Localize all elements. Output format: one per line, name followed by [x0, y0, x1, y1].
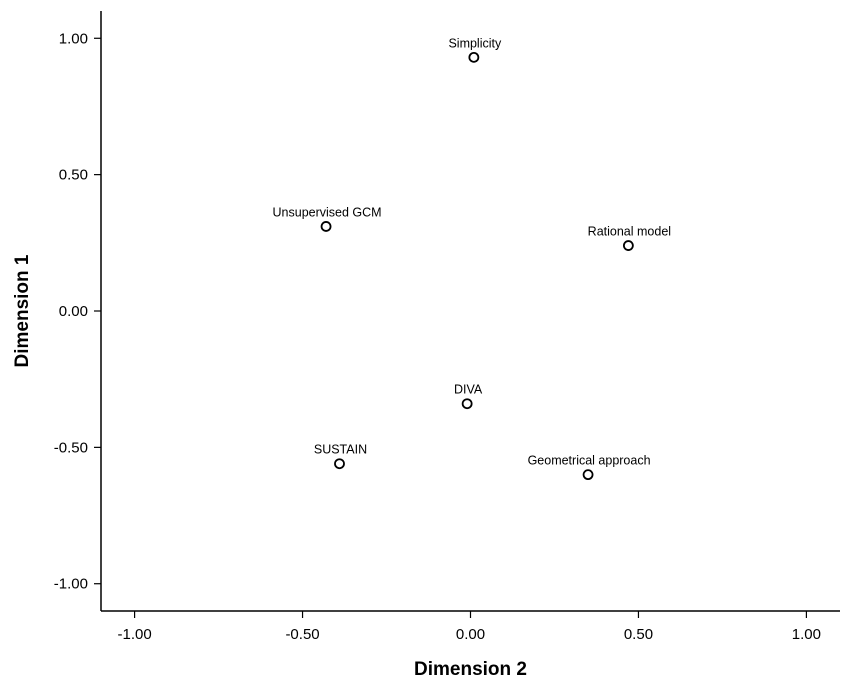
x-axis-ticks: -1.00 -0.50 0.00 0.50 1.00	[117, 611, 821, 643]
y-axis-ticks: -1.00 -0.50 0.00 0.50 1.00	[54, 30, 101, 593]
x-tick-label: 1.00	[792, 626, 821, 643]
x-tick-label: -1.00	[117, 626, 151, 643]
data-point	[622, 240, 634, 251]
data-point	[320, 221, 332, 232]
y-tick-label: 0.00	[59, 303, 88, 320]
data-point-label: Simplicity	[448, 36, 502, 50]
data-point	[582, 469, 594, 481]
y-axis-title: Dimension 1	[12, 254, 33, 367]
x-tick-label: 0.00	[456, 626, 485, 643]
data-point-label: Rational model	[588, 225, 671, 239]
data-point	[461, 398, 473, 410]
x-axis-title: Dimension 2	[414, 659, 527, 680]
data-points: Simplicity Unsupervised GCM Rational model…	[273, 36, 671, 481]
data-point	[334, 458, 345, 470]
y-tick-label: 1.00	[59, 30, 88, 47]
y-tick-label: -0.50	[54, 439, 88, 456]
data-point-label: Geometrical approach	[528, 454, 651, 468]
data-point-label: DIVA	[454, 383, 483, 397]
x-tick-label: 0.50	[624, 626, 653, 643]
data-point-label: Unsupervised GCM	[273, 205, 382, 219]
x-tick-label: -0.50	[285, 626, 319, 643]
y-tick-label: 0.50	[59, 167, 88, 184]
y-tick-label: -1.00	[54, 576, 88, 593]
data-point	[468, 51, 480, 63]
data-point-label: SUSTAIN	[314, 443, 367, 457]
